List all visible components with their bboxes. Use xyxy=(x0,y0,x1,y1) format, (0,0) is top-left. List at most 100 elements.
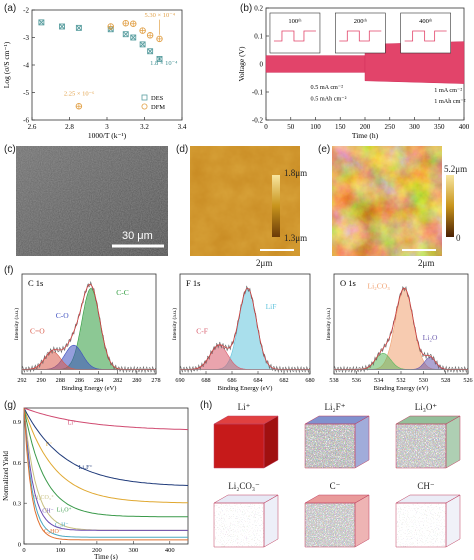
x-axis-label: Binding Energy (eV) xyxy=(218,385,273,392)
legend-marker xyxy=(141,94,148,101)
yield-line-3 xyxy=(23,407,189,486)
tof-cell-5: C⁻ xyxy=(291,481,379,557)
data-point-des xyxy=(139,41,146,48)
yield-line-6 xyxy=(23,407,188,531)
y-tick-label: -2 xyxy=(23,7,29,15)
data-point-des xyxy=(122,31,129,38)
y-tick-label: 0.6 xyxy=(13,460,22,467)
yield-label: C₂H⁻ xyxy=(55,522,69,528)
x-tick-label: 290 xyxy=(37,377,46,384)
x-tick-label: 532 xyxy=(396,377,405,384)
cube-side xyxy=(355,495,369,547)
tof-cell-1: Li⁺ xyxy=(200,402,288,478)
cube-top xyxy=(305,495,369,503)
cube-side-voxels xyxy=(446,495,460,547)
legend-marker xyxy=(141,103,148,110)
cube-top-voxels xyxy=(305,495,369,503)
x-tick-label: 250 xyxy=(385,123,396,131)
yield-label: Li₂F⁺ xyxy=(79,464,93,471)
y-tick-label: -0.1 xyxy=(252,89,264,97)
x-tick-label: 690 xyxy=(175,377,184,384)
cube-voxels xyxy=(305,503,355,547)
chart-g-yield: 0 100 200 300 400 0 0.3 0.6 0.9 Time (s) Normalize… xyxy=(2,407,189,560)
sem-texture xyxy=(16,146,168,256)
panel-label-b: (b) xyxy=(240,3,253,14)
y-tick-label: -3 xyxy=(23,34,29,42)
inset-frame xyxy=(269,12,321,54)
annotation-current-1: 0.5 mA cm⁻² xyxy=(311,84,344,91)
x-tick-label: 536 xyxy=(352,377,361,384)
x-axis-label: Binding Energy (eV) xyxy=(374,385,429,392)
cube-top-voxels xyxy=(396,416,460,424)
annotation-des-max: 1.8 × 10⁻⁴ xyxy=(150,60,178,67)
x-tick-label: 2.8 xyxy=(65,123,74,131)
panel-label-h: (h) xyxy=(200,400,213,411)
xps-title: C 1s xyxy=(28,278,43,288)
xps-peak-label: LiF xyxy=(266,302,277,311)
data-point-dfm xyxy=(75,102,83,110)
cube-side xyxy=(264,495,278,547)
xps-raw xyxy=(21,280,157,374)
panel-label-d: (d) xyxy=(176,144,189,155)
x-tick-label: 286 xyxy=(75,377,84,384)
afm-e-max: 5.2μm xyxy=(444,164,468,174)
xps-peak-label: C-F xyxy=(196,327,208,336)
x-tick-label: 686 xyxy=(227,377,236,384)
data-point-des xyxy=(38,19,45,26)
cube-top xyxy=(396,495,460,503)
xps-peak-label: C-C xyxy=(116,288,129,297)
afm-d-scale-label: 2μm xyxy=(256,258,273,268)
x-tick-label: 400 xyxy=(165,547,175,554)
tof-cube-body xyxy=(304,415,370,469)
panel-label-e: (e) xyxy=(318,144,331,155)
xps-raw xyxy=(179,285,311,374)
legend-label: DES xyxy=(151,95,164,102)
x-tick-label: 684 xyxy=(253,377,262,384)
data-point-dfm xyxy=(107,23,114,30)
yield-line-2 xyxy=(23,407,189,504)
x-tick-label: 200 xyxy=(360,123,371,131)
plot-frame xyxy=(23,407,189,545)
cube-side xyxy=(355,416,369,468)
data-point-dfm xyxy=(146,32,154,39)
chart-f-f1s: 690 688 686 684 682 680 Binding Energy (eV) Int… xyxy=(171,273,315,392)
cube-voxels xyxy=(214,503,264,547)
cube-top xyxy=(396,416,460,424)
plot-frame xyxy=(21,273,157,375)
tof-cell-4: Li₂CO₃⁻ xyxy=(200,481,288,557)
inset-3: 400ᵗʰ xyxy=(400,12,451,54)
cube-edges xyxy=(304,415,370,469)
x-tick-label: 288 xyxy=(56,377,65,384)
cube-edges xyxy=(395,494,461,548)
x-tick-label: 200 xyxy=(92,547,102,554)
y-tick-label: -5 xyxy=(23,89,29,97)
x-tick-label: 300 xyxy=(128,547,138,554)
annotation-capacity-1: 0.5 mAh cm⁻² xyxy=(311,95,347,102)
x-tick-label: 538 xyxy=(329,377,338,384)
afm-e-colorbar xyxy=(446,175,454,237)
x-tick-label: 150 xyxy=(335,123,346,131)
x-axis-label: Time (s) xyxy=(94,553,118,560)
yield-label: C₂HO⁻ xyxy=(44,529,62,535)
xps-peak-label: C=O xyxy=(30,327,45,336)
y-tick-label: 0.9 xyxy=(13,419,21,426)
xps-peak-label: Li₂CO₃ xyxy=(368,282,391,291)
x-tick-label: 526 xyxy=(463,377,472,384)
yield-label: Li₂CO₃⁺ xyxy=(33,494,54,501)
chart-b-voltage: 0 50 100 150 200 250 300 350 400 -0.2 -0.1 0 0.1 0.2 T… xyxy=(237,5,470,141)
afm-image-d xyxy=(190,146,300,256)
cube-side-voxels xyxy=(264,495,278,547)
inset-label: 200ᵗʰ xyxy=(354,18,367,25)
inset-frame xyxy=(335,12,386,54)
cube-side xyxy=(264,416,278,468)
x-tick-label: 530 xyxy=(419,377,428,384)
y-axis-label: Intensity (a.u.) xyxy=(13,308,20,340)
xps-peak-1 xyxy=(334,288,468,370)
x-tick-label: 278 xyxy=(151,377,160,384)
data-point-des xyxy=(59,23,65,30)
x-axis-label: Binding Energy (eV) xyxy=(62,385,117,392)
x-axis-label: Time (h) xyxy=(352,131,379,140)
cube-side-voxels xyxy=(355,416,369,468)
annotation-capacity-2: 1 mAh cm⁻² xyxy=(434,98,465,105)
xps-title: F 1s xyxy=(186,278,200,288)
